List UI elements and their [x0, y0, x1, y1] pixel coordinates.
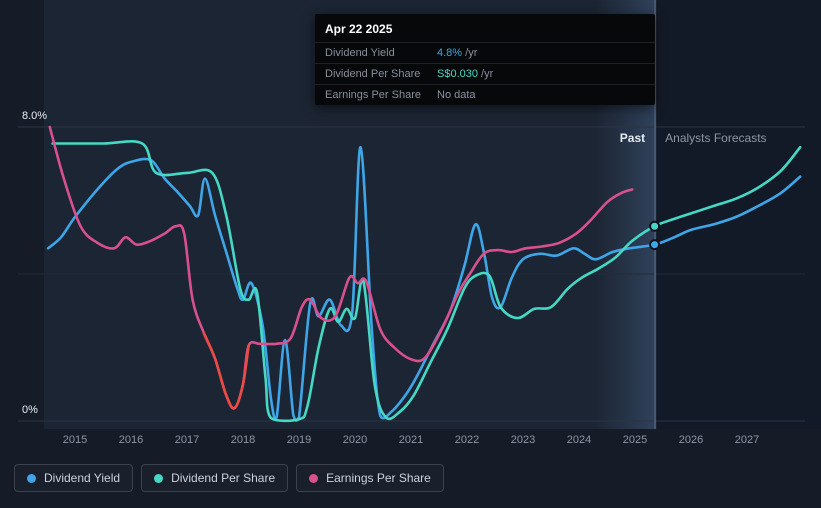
x-axis-label: 2018	[231, 434, 255, 446]
x-axis-label: 2023	[511, 434, 535, 446]
dividend-yield-dot-icon	[27, 473, 36, 483]
x-axis-label: 2024	[567, 434, 591, 446]
dividend-yield-marker[interactable]	[649, 239, 661, 251]
tooltip-value: 4.8%	[437, 47, 463, 59]
x-axis-label: 2020	[343, 434, 367, 446]
x-axis-label: 2016	[119, 434, 143, 446]
dividend-per-share-marker[interactable]	[649, 220, 661, 232]
dividend-yield-line	[46, 145, 802, 422]
tooltip-label: Dividend Yield	[325, 47, 395, 59]
tooltip-date: Apr 22 2025	[325, 22, 393, 36]
earnings-per-share-line	[48, 125, 634, 410]
legend-label: Earnings Per Share	[326, 471, 431, 485]
tooltip-row-earnings-per-share: Earnings Per Share No data	[315, 84, 655, 105]
forecast-region	[655, 0, 821, 429]
earnings-per-share-dot-icon	[309, 473, 319, 483]
x-axis-label: 2017	[175, 434, 199, 446]
tooltip-label: Dividend Per Share	[325, 68, 421, 80]
tooltip-value: No data	[437, 89, 476, 101]
past-label: Past	[620, 131, 645, 145]
x-axis-label: 2022	[455, 434, 479, 446]
x-axis-label: 2026	[679, 434, 703, 446]
legend-label: Dividend Per Share	[171, 471, 276, 485]
legend-item-dividend-yield[interactable]: Dividend Yield	[14, 464, 134, 492]
dividend-per-share-line	[51, 140, 802, 423]
y-axis-label: 8.0%	[22, 110, 47, 122]
x-axis-label: 2015	[63, 434, 87, 446]
earnings-per-share-negative-segment	[202, 331, 250, 410]
legend-item-dividend-per-share[interactable]: Dividend Per Share	[141, 464, 289, 492]
tooltip-value-suffix: /yr	[462, 47, 478, 59]
x-axis-label: 2025	[623, 434, 647, 446]
chart-tooltip: Apr 22 2025 Dividend Yield 4.8% /yr Divi…	[315, 14, 655, 105]
forecast-label: Analysts Forecasts	[665, 131, 766, 145]
legend-item-earnings-per-share[interactable]: Earnings Per Share	[296, 464, 444, 492]
chart-legend: Dividend Yield Dividend Per Share Earnin…	[14, 464, 444, 492]
tooltip-row-dividend-yield: Dividend Yield 4.8% /yr	[315, 42, 655, 63]
y-axis-label: 0%	[22, 404, 38, 416]
tooltip-value: S$0.030	[437, 68, 478, 80]
x-axis-label: 2027	[735, 434, 759, 446]
tooltip-row-dividend-per-share: Dividend Per Share S$0.030 /yr	[315, 63, 655, 84]
x-axis-label: 2019	[287, 434, 311, 446]
x-axis-label: 2021	[399, 434, 423, 446]
tooltip-label: Earnings Per Share	[325, 89, 421, 101]
legend-label: Dividend Yield	[44, 471, 121, 485]
dividend-per-share-dot-icon	[154, 473, 164, 483]
tooltip-value-suffix: /yr	[477, 68, 494, 80]
